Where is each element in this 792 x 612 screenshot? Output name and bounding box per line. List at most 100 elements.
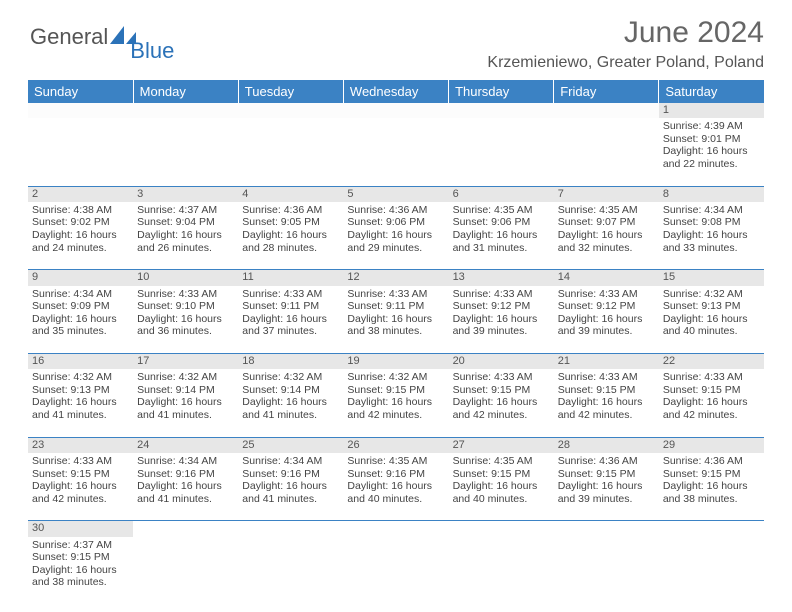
- sunset-line: Sunset: 9:07 PM: [558, 216, 655, 229]
- daynum-cell: 6: [449, 186, 554, 202]
- sunset-line: Sunset: 9:15 PM: [32, 468, 129, 481]
- day-cell: [554, 118, 659, 186]
- daynum-cell: 21: [554, 354, 659, 370]
- day-cell: Sunrise: 4:33 AMSunset: 9:15 PMDaylight:…: [554, 369, 659, 437]
- daylight-line2: and 39 minutes.: [453, 325, 550, 338]
- daylight-line2: and 41 minutes.: [242, 409, 339, 422]
- day-number: 4: [238, 187, 343, 202]
- logo-text-general: General: [30, 24, 108, 50]
- weekday-header-row: SundayMondayTuesdayWednesdayThursdayFrid…: [28, 80, 764, 103]
- sunrise-line: Sunrise: 4:33 AM: [453, 371, 550, 384]
- sunrise-line: Sunrise: 4:36 AM: [663, 455, 760, 468]
- sunrise-line: Sunrise: 4:33 AM: [137, 288, 234, 301]
- day-cell: Sunrise: 4:33 AMSunset: 9:11 PMDaylight:…: [343, 286, 448, 354]
- day-cell: [343, 537, 448, 605]
- daylight-line2: and 36 minutes.: [137, 325, 234, 338]
- daynum-cell: 10: [133, 270, 238, 286]
- day-number: 28: [554, 438, 659, 453]
- sunrise-line: Sunrise: 4:35 AM: [347, 455, 444, 468]
- sunrise-line: Sunrise: 4:32 AM: [663, 288, 760, 301]
- daylight-line1: Daylight: 16 hours: [137, 480, 234, 493]
- daylight-line2: and 42 minutes.: [347, 409, 444, 422]
- daylight-line2: and 29 minutes.: [347, 242, 444, 255]
- day-number: 17: [133, 354, 238, 369]
- week-row: Sunrise: 4:34 AMSunset: 9:09 PMDaylight:…: [28, 286, 764, 354]
- sunset-line: Sunset: 9:06 PM: [347, 216, 444, 229]
- daylight-line2: and 42 minutes.: [558, 409, 655, 422]
- sunset-line: Sunset: 9:16 PM: [347, 468, 444, 481]
- day-cell: Sunrise: 4:34 AMSunset: 9:08 PMDaylight:…: [659, 202, 764, 270]
- day-cell: Sunrise: 4:37 AMSunset: 9:04 PMDaylight:…: [133, 202, 238, 270]
- day-number: 18: [238, 354, 343, 369]
- daynum-cell: [659, 521, 764, 537]
- day-number: 5: [343, 187, 448, 202]
- daynum-cell: [133, 521, 238, 537]
- day-cell: [554, 537, 659, 605]
- daynum-cell: [133, 103, 238, 118]
- day-number: 10: [133, 270, 238, 285]
- sunrise-line: Sunrise: 4:35 AM: [558, 204, 655, 217]
- weekday-header: Monday: [133, 80, 238, 103]
- daylight-line1: Daylight: 16 hours: [32, 313, 129, 326]
- daylight-line2: and 38 minutes.: [347, 325, 444, 338]
- day-cell: [343, 118, 448, 186]
- day-cell: Sunrise: 4:32 AMSunset: 9:14 PMDaylight:…: [133, 369, 238, 437]
- day-number: 11: [238, 270, 343, 285]
- daylight-line1: Daylight: 16 hours: [242, 313, 339, 326]
- daynum-cell: [28, 103, 133, 118]
- day-cell: Sunrise: 4:33 AMSunset: 9:15 PMDaylight:…: [28, 453, 133, 521]
- daynum-row: 9101112131415: [28, 270, 764, 286]
- daynum-row: 1: [28, 103, 764, 118]
- daylight-line2: and 22 minutes.: [663, 158, 760, 171]
- day-number: 24: [133, 438, 238, 453]
- week-row: Sunrise: 4:37 AMSunset: 9:15 PMDaylight:…: [28, 537, 764, 605]
- day-number: 21: [554, 354, 659, 369]
- sunset-line: Sunset: 9:13 PM: [663, 300, 760, 313]
- daylight-line2: and 41 minutes.: [242, 493, 339, 506]
- sunrise-line: Sunrise: 4:37 AM: [32, 539, 129, 552]
- day-cell: Sunrise: 4:32 AMSunset: 9:13 PMDaylight:…: [28, 369, 133, 437]
- daynum-cell: 28: [554, 437, 659, 453]
- daynum-cell: 3: [133, 186, 238, 202]
- day-number: 16: [28, 354, 133, 369]
- sunrise-line: Sunrise: 4:36 AM: [242, 204, 339, 217]
- day-cell: Sunrise: 4:33 AMSunset: 9:15 PMDaylight:…: [449, 369, 554, 437]
- week-row: Sunrise: 4:33 AMSunset: 9:15 PMDaylight:…: [28, 453, 764, 521]
- sunrise-line: Sunrise: 4:32 AM: [347, 371, 444, 384]
- daynum-cell: 17: [133, 354, 238, 370]
- daynum-cell: [554, 103, 659, 118]
- sunset-line: Sunset: 9:05 PM: [242, 216, 339, 229]
- day-cell: Sunrise: 4:35 AMSunset: 9:06 PMDaylight:…: [449, 202, 554, 270]
- weekday-header: Wednesday: [343, 80, 448, 103]
- sunset-line: Sunset: 9:16 PM: [137, 468, 234, 481]
- sunset-line: Sunset: 9:15 PM: [663, 468, 760, 481]
- daynum-cell: 24: [133, 437, 238, 453]
- weekday-header: Thursday: [449, 80, 554, 103]
- day-number: 20: [449, 354, 554, 369]
- sunset-line: Sunset: 9:15 PM: [453, 468, 550, 481]
- day-cell: Sunrise: 4:39 AMSunset: 9:01 PMDaylight:…: [659, 118, 764, 186]
- sunrise-line: Sunrise: 4:33 AM: [32, 455, 129, 468]
- daylight-line2: and 41 minutes.: [137, 409, 234, 422]
- sunrise-line: Sunrise: 4:34 AM: [32, 288, 129, 301]
- daynum-cell: 14: [554, 270, 659, 286]
- daylight-line2: and 42 minutes.: [663, 409, 760, 422]
- daylight-line2: and 42 minutes.: [32, 493, 129, 506]
- day-number: 9: [28, 270, 133, 285]
- daylight-line1: Daylight: 16 hours: [453, 480, 550, 493]
- sunrise-line: Sunrise: 4:35 AM: [453, 455, 550, 468]
- day-number: 3: [133, 187, 238, 202]
- daynum-cell: 9: [28, 270, 133, 286]
- sunrise-line: Sunrise: 4:33 AM: [242, 288, 339, 301]
- day-cell: [659, 537, 764, 605]
- sunrise-line: Sunrise: 4:35 AM: [453, 204, 550, 217]
- daynum-cell: 26: [343, 437, 448, 453]
- daylight-line2: and 26 minutes.: [137, 242, 234, 255]
- day-number: 12: [343, 270, 448, 285]
- daylight-line2: and 41 minutes.: [137, 493, 234, 506]
- day-cell: Sunrise: 4:36 AMSunset: 9:15 PMDaylight:…: [659, 453, 764, 521]
- daynum-cell: [554, 521, 659, 537]
- sunset-line: Sunset: 9:08 PM: [663, 216, 760, 229]
- weekday-header: Tuesday: [238, 80, 343, 103]
- daylight-line2: and 33 minutes.: [663, 242, 760, 255]
